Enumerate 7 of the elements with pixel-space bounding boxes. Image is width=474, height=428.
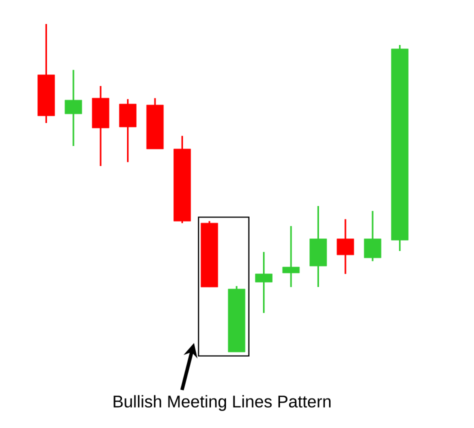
candlestick bbox=[119, 98, 136, 163]
candlestick bbox=[282, 225, 300, 288]
candlestick bbox=[64, 69, 82, 147]
text: Bullish Meeting Lines Pattern bbox=[114, 395, 331, 411]
candlestick bbox=[364, 210, 382, 262]
candlestick bbox=[336, 218, 354, 275]
candlestick bbox=[255, 251, 272, 314]
